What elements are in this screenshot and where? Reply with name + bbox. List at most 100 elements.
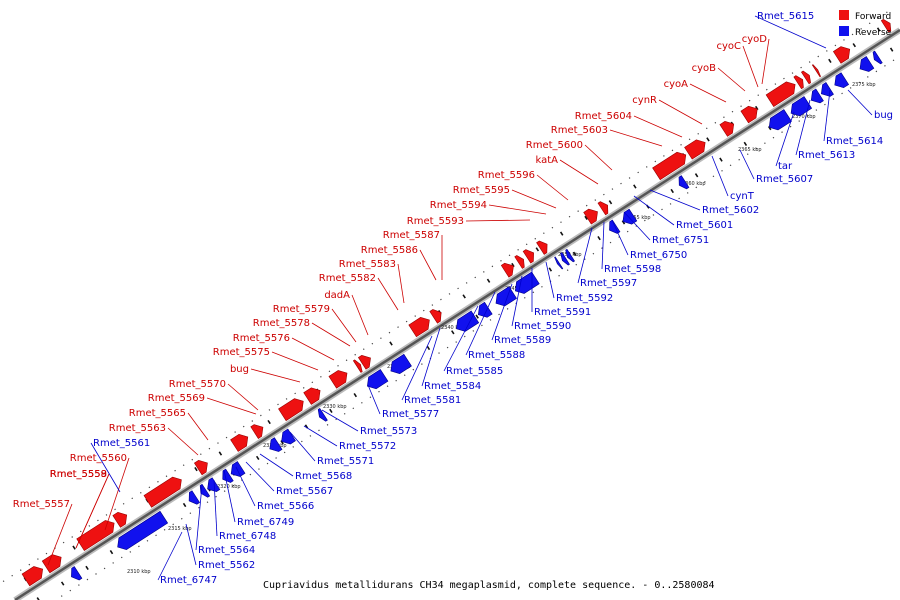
forward-gene-arrow <box>303 387 321 405</box>
gene-label: bug <box>874 110 893 121</box>
reverse-gene-arrow <box>565 248 575 263</box>
leader-line <box>195 484 203 551</box>
track-tick <box>633 184 637 189</box>
leader-line <box>421 327 441 387</box>
gene-label: cyoA <box>664 79 689 90</box>
leader-line <box>213 479 218 537</box>
leader-line <box>511 189 557 209</box>
kbp-marker: 2340 kbp <box>441 325 465 331</box>
genome-backbone <box>2 10 900 600</box>
forward-gene-arrow <box>278 398 304 422</box>
reverse-gene-arrow <box>390 353 412 374</box>
leader-line <box>331 308 357 343</box>
map-caption: Cupriavidus metallidurans CH34 megaplasm… <box>263 580 715 591</box>
reverse-gene-arrow <box>199 483 211 498</box>
track-tick <box>329 408 333 413</box>
legend: Forward Reverse <box>839 10 892 38</box>
gene-label: Rmet_5564 <box>198 545 255 556</box>
reverse-gene-arrow <box>366 369 389 390</box>
track-tick <box>389 341 393 346</box>
forward-gene-arrow <box>143 476 182 508</box>
track-tick <box>852 43 857 48</box>
leader-line <box>235 466 256 507</box>
reverse-gene-arrow <box>790 96 813 117</box>
leader-line <box>754 15 827 49</box>
gene-label: Rmet_5561 <box>93 438 150 449</box>
leader-line <box>250 368 301 383</box>
forward-gene-arrow <box>408 317 430 338</box>
gene-label: Rmet_5567 <box>276 486 333 497</box>
forward-gene-arrow <box>41 554 62 574</box>
forward-gene-arrow <box>684 139 706 160</box>
gene-label: Rmet_5566 <box>257 501 314 512</box>
track-tick <box>218 451 223 456</box>
track-tick <box>828 58 832 64</box>
leader-line <box>742 45 759 88</box>
reverse-gene-arrow <box>269 437 283 452</box>
gene-label: Rmet_5595 <box>453 185 510 196</box>
gene-label: Rmet_5604 <box>575 111 632 122</box>
leader-line <box>739 149 755 180</box>
reverse-gene-arrow <box>820 82 834 97</box>
leader-line <box>223 469 236 523</box>
forward-gene-arrow <box>514 255 525 269</box>
leader-line <box>795 99 811 156</box>
leader-line <box>419 249 437 281</box>
gene-label: Rmet_5591 <box>534 307 591 318</box>
forward-gene-arrow <box>500 262 514 278</box>
gene-label: Rmet_5600 <box>526 140 583 151</box>
forward-gene-arrow <box>522 249 534 264</box>
gene-label: Rmet_5557 <box>13 499 70 510</box>
track-tick <box>889 47 894 52</box>
legend-reverse-swatch <box>839 26 849 36</box>
forward-gene-arrow <box>352 359 363 373</box>
track-tick <box>572 251 577 256</box>
leader-line <box>584 144 613 171</box>
gene-label: Rmet_5615 <box>757 11 814 22</box>
gene-label: Rmet_5589 <box>494 335 551 346</box>
gene-label: Rmet_5579 <box>273 304 330 315</box>
leader-line <box>351 294 369 336</box>
track-tick <box>353 393 358 398</box>
gene-label: Rmet_6748 <box>219 531 276 542</box>
gene-label: Rmet_5585 <box>446 366 503 377</box>
backbone-line <box>14 28 900 600</box>
track-tick <box>255 455 260 461</box>
track-tick <box>548 267 553 272</box>
track-tick <box>85 565 89 570</box>
forward-gene-arrow <box>811 64 821 78</box>
track-tick <box>597 235 601 241</box>
kbp-marker: 2360 kbp <box>682 181 706 187</box>
track-tick <box>451 330 455 335</box>
track-tick <box>608 200 613 205</box>
gene-label: Rmet_6751 <box>652 235 709 246</box>
forward-gene-arrow <box>652 151 687 181</box>
gene-label: Rmet_5578 <box>253 318 310 329</box>
kbp-marker: 2365 kbp <box>738 147 762 153</box>
gene-label: Rmet_5565 <box>129 408 186 419</box>
forward-gene-arrow <box>793 75 804 90</box>
gene-label: Rmet_5569 <box>148 393 205 404</box>
track-tick <box>60 581 65 586</box>
gene-label: Rmet_5588 <box>468 350 525 361</box>
track-tick <box>267 419 271 425</box>
leader-line <box>401 335 433 401</box>
track-tick <box>182 502 187 508</box>
leader-line <box>488 204 547 215</box>
forward-gene-arrow <box>800 70 812 85</box>
leader-line <box>271 351 319 371</box>
leader-line <box>577 227 593 284</box>
track-tick <box>426 345 431 351</box>
track-tick <box>36 597 40 600</box>
reverse-gene-arrow <box>117 510 169 550</box>
leader-line <box>47 503 73 566</box>
gene-label: Rmet_5596 <box>478 170 535 181</box>
forward-gene-arrow <box>583 208 598 225</box>
leader-line <box>823 89 831 142</box>
forward-gene-arrow <box>429 309 442 324</box>
kbp-marker: 2320 kbp <box>217 484 241 490</box>
gene-label: cyoB <box>692 63 717 74</box>
gene-label: Rmet_5592 <box>556 293 613 304</box>
leader-line <box>689 83 727 103</box>
